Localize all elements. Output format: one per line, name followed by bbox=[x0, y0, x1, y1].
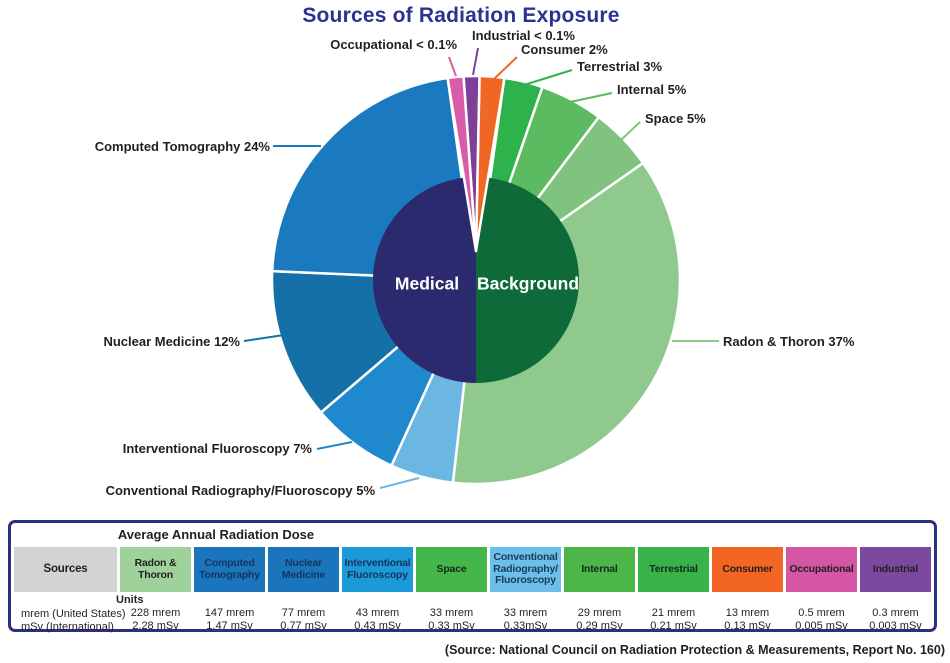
leader-line-space bbox=[620, 121, 641, 141]
msv-value: 0.13 mSv bbox=[724, 620, 771, 632]
dose-table-header-row: Sources Radon & Thoron Computed Tomograph… bbox=[14, 547, 931, 592]
mrem-value: 33 mrem bbox=[503, 607, 548, 619]
inner-ring-medical-label: Medical bbox=[394, 273, 460, 294]
dose-table-value-row: 228 mrem 2.28 mSv 147 mrem 1.47 mSv 77 mrem 0… bbox=[14, 593, 931, 633]
callout-label-internal: Internal 5% bbox=[617, 82, 687, 97]
callout-label-interventional: Interventional Fluoroscopy 7% bbox=[122, 441, 312, 456]
msv-value: 0.21 mSv bbox=[650, 620, 697, 632]
table-header-col-4: Space bbox=[416, 547, 487, 592]
inner-ring-background-label: Background bbox=[476, 273, 580, 294]
callout-label-space: Space 5% bbox=[645, 111, 706, 126]
leader-line-industrial bbox=[472, 47, 479, 76]
callout-label-nuclear: Nuclear Medicine 12% bbox=[103, 334, 240, 349]
mrem-value: 13 mrem bbox=[725, 607, 770, 619]
dose-table-title: Average Annual Radiation Dose bbox=[117, 527, 315, 542]
callout-label-ct: Computed Tomography 24% bbox=[94, 139, 270, 154]
table-header-col-3: Interventional Fluoroscopy bbox=[342, 547, 413, 592]
msv-value: 2.28 mSv bbox=[132, 620, 179, 632]
table-header-sources: Sources bbox=[14, 547, 117, 592]
leader-line-nuclear bbox=[243, 332, 298, 342]
leader-line-terrestrial bbox=[523, 69, 573, 86]
mrem-value: 33 mrem bbox=[429, 607, 474, 619]
mrem-value: 43 mrem bbox=[355, 607, 400, 619]
leader-line-internal bbox=[569, 92, 613, 103]
msv-value: 0.33 mSv bbox=[428, 620, 475, 632]
pie-slice-consumer bbox=[474, 74, 506, 253]
mrem-value: 0.5 mrem bbox=[798, 607, 845, 619]
msv-value: 0.003 mSv bbox=[869, 620, 922, 632]
mrem-value: 29 mrem bbox=[577, 607, 622, 619]
leader-line-occupational bbox=[448, 56, 457, 77]
table-header-col-8: Consumer bbox=[712, 547, 783, 592]
table-header-col-1: Computed Tomography bbox=[194, 547, 265, 592]
msv-value: 0.43 mSv bbox=[354, 620, 401, 632]
callout-label-occupational: Occupational < 0.1% bbox=[330, 37, 457, 52]
table-header-col-9: Occupational bbox=[786, 547, 857, 592]
units-spacer-cell bbox=[14, 593, 117, 633]
callout-label-terrestrial: Terrestrial 3% bbox=[577, 59, 663, 74]
callout-label-consumer: Consumer 2% bbox=[521, 42, 608, 57]
msv-value: 0.005 mSv bbox=[795, 620, 848, 632]
dose-table: Average Annual Radiation Dose Sources Ra… bbox=[8, 520, 937, 633]
callout-label-conventional: Conventional Radiography/Fluoroscopy 5% bbox=[105, 483, 375, 498]
leader-line-interventional bbox=[316, 441, 353, 450]
table-header-col-6: Internal bbox=[564, 547, 635, 592]
table-header-col-2: Nuclear Medicine bbox=[268, 547, 339, 592]
pie-chart bbox=[243, 47, 719, 489]
units-label: Units bbox=[116, 594, 144, 606]
pie-slice-occupational bbox=[446, 75, 478, 253]
inner-circle-medical bbox=[373, 177, 476, 383]
table-values-col-3: 43 mrem 0.43 mSv bbox=[342, 593, 413, 633]
table-values-col-2: 77 mrem 0.77 mSv bbox=[268, 593, 339, 633]
mrem-value: 147 mrem bbox=[204, 607, 255, 619]
mrem-value: 0.3 mrem bbox=[872, 607, 919, 619]
leader-line-conventional bbox=[379, 477, 420, 489]
page-title: Sources of Radiation Exposure bbox=[302, 4, 620, 27]
mrem-value: 228 mrem bbox=[130, 607, 181, 619]
table-values-col-0: 228 mrem 2.28 mSv bbox=[120, 593, 191, 633]
table-values-col-6: 29 mrem 0.29 mSv bbox=[564, 593, 635, 633]
source-note: (Source: National Council on Radiation P… bbox=[444, 643, 945, 657]
msv-value: 1.47 mSv bbox=[206, 620, 253, 632]
table-header-col-10: Industrial bbox=[860, 547, 931, 592]
units-mrem-label: mrem (United States) bbox=[21, 608, 126, 620]
table-values-col-9: 0.5 mrem 0.005 mSv bbox=[786, 593, 857, 633]
callout-label-radon: Radon & Thoron 37% bbox=[723, 334, 855, 349]
table-header-col-5: Conventional Radiography/​Fluoroscopy bbox=[490, 547, 561, 592]
leader-line-consumer bbox=[493, 56, 518, 80]
msv-value: 0.77 mSv bbox=[280, 620, 327, 632]
table-values-col-8: 13 mrem 0.13 mSv bbox=[712, 593, 783, 633]
msv-value: 0.33mSv bbox=[503, 620, 548, 632]
mrem-value: 77 mrem bbox=[281, 607, 326, 619]
callout-label-industrial: Industrial < 0.1% bbox=[472, 28, 575, 43]
table-values-col-7: 21 mrem 0.21 mSv bbox=[638, 593, 709, 633]
msv-value: 0.29 mSv bbox=[576, 620, 623, 632]
table-header-col-7: Terrestrial bbox=[638, 547, 709, 592]
inner-circle-background bbox=[476, 177, 579, 383]
table-values-col-10: 0.3 mrem 0.003 mSv bbox=[860, 593, 931, 633]
table-header-col-0: Radon & Thoron bbox=[120, 547, 191, 592]
mrem-value: 21 mrem bbox=[651, 607, 696, 619]
table-values-col-5: 33 mrem 0.33mSv bbox=[490, 593, 561, 633]
table-values-col-4: 33 mrem 0.33 mSv bbox=[416, 593, 487, 633]
units-msv-label: mSv (International) bbox=[21, 621, 114, 633]
table-values-col-1: 147 mrem 1.47 mSv bbox=[194, 593, 265, 633]
